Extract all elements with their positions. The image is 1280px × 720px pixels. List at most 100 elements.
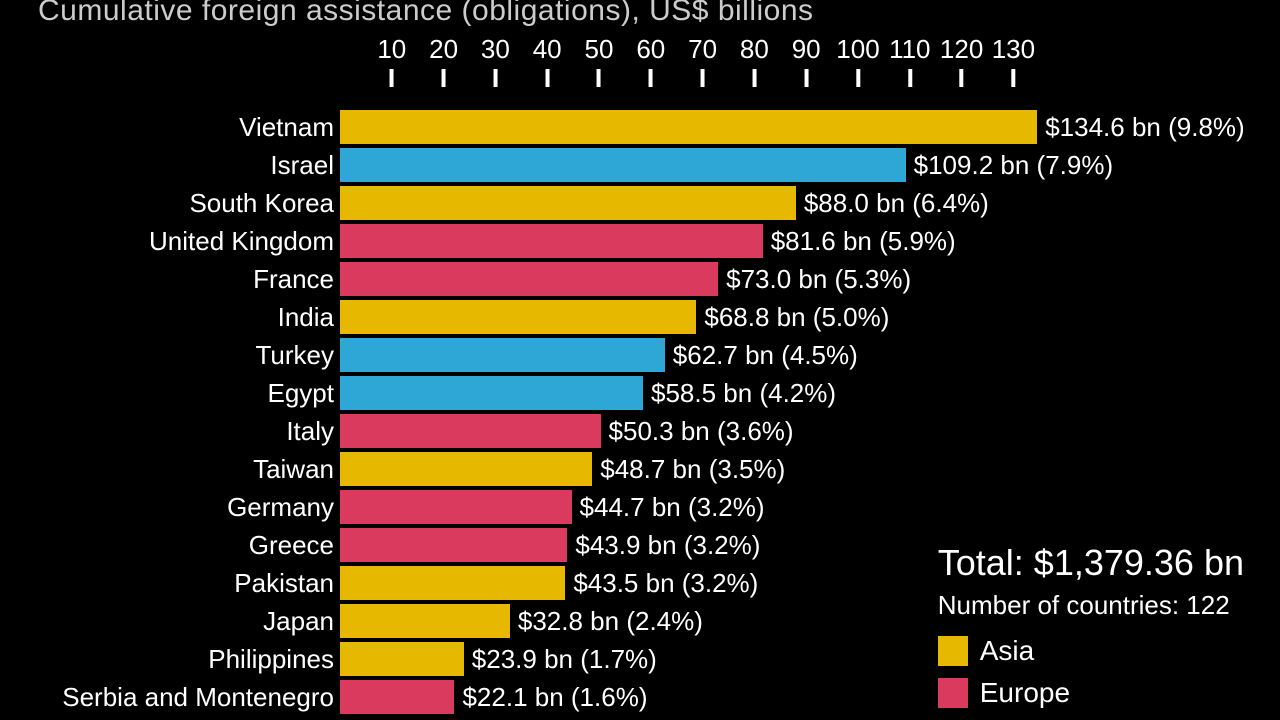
bar-row: Taiwan$48.7 bn (3.5%) <box>0 450 1280 488</box>
bar-row: Turkey $62.7 bn (4.5%) <box>0 336 1280 374</box>
axis-tick-mark <box>908 69 912 87</box>
bar-country-label: Germany <box>227 488 334 526</box>
bar-rect <box>340 376 643 410</box>
axis-tick: 20 <box>429 34 458 87</box>
axis-tick-mark <box>649 69 653 87</box>
bar-country-label: France <box>253 260 334 298</box>
bar-country-label: India <box>278 298 334 336</box>
chart-root: Cumulative foreign assistance (obligatio… <box>0 0 1280 720</box>
bar-country-label: Greece <box>249 526 334 564</box>
axis-tick: 60 <box>636 34 665 87</box>
axis-tick-label: 30 <box>481 34 510 65</box>
axis-tick: 40 <box>533 34 562 87</box>
bar-rect <box>340 300 696 334</box>
bar-value-label: $134.6 bn (9.8%) <box>1037 108 1244 146</box>
bar-row: France $73.0 bn (5.3%) <box>0 260 1280 298</box>
bar-country-label: Egypt <box>268 374 335 412</box>
legend: Asia Europe <box>938 635 1244 709</box>
bar-value-label: $62.7 bn (4.5%) <box>665 336 858 374</box>
bar-rect <box>340 148 906 182</box>
bar-rect <box>340 224 763 258</box>
bar-country-label: Vietnam <box>239 108 334 146</box>
bar-value-label: $32.8 bn (2.4%) <box>510 602 703 640</box>
bar-rect <box>340 414 601 448</box>
bar-rect <box>340 566 565 600</box>
legend-item: Asia <box>938 635 1244 667</box>
bar-country-label: Japan <box>263 602 334 640</box>
axis-tick: 90 <box>792 34 821 87</box>
bar-country-label: Turkey <box>256 336 335 374</box>
bar-row: Vietnam $134.6 bn (9.8%) <box>0 108 1280 146</box>
axis-tick: 30 <box>481 34 510 87</box>
bar-row: Germany $44.7 bn (3.2%) <box>0 488 1280 526</box>
bar-value-label: $43.5 bn (3.2%) <box>565 564 758 602</box>
bar-value-label: $88.0 bn (6.4%) <box>796 184 989 222</box>
axis-tick-mark <box>856 69 860 87</box>
bar-row: South Korea $88.0 bn (6.4%) <box>0 184 1280 222</box>
bar-rect <box>340 186 796 220</box>
axis-tick-label: 50 <box>585 34 614 65</box>
bar-value-label: $58.5 bn (4.2%) <box>643 374 836 412</box>
bar-value-label: $81.6 bn (5.9%) <box>763 222 956 260</box>
bar-row: United Kingdom $81.6 bn (5.9%) <box>0 222 1280 260</box>
axis-tick-label: 10 <box>377 34 406 65</box>
bar-value-label: $44.7 bn (3.2%) <box>572 488 765 526</box>
bar-value-label: $50.3 bn (3.6%) <box>601 412 794 450</box>
axis-tick: 10 <box>377 34 406 87</box>
bar-country-label: United Kingdom <box>149 222 334 260</box>
axis-tick-label: 90 <box>792 34 821 65</box>
axis-tick: 70 <box>688 34 717 87</box>
bar-country-label: South Korea <box>189 184 334 222</box>
axis-tick-mark <box>390 69 394 87</box>
bar-rect <box>340 604 510 638</box>
legend-label: Europe <box>980 677 1070 709</box>
axis-tick: 80 <box>740 34 769 87</box>
bar-country-label: Italy <box>286 412 334 450</box>
legend-swatch <box>938 636 968 666</box>
axis-tick-label: 100 <box>836 34 879 65</box>
x-axis: 10 20 30 40 50 60 70 80 90 100 110 120 130 <box>340 34 1040 94</box>
bar-row: India $68.8 bn (5.0%) <box>0 298 1280 336</box>
axis-tick-mark <box>752 69 756 87</box>
chart-title: Cumulative foreign assistance (obligatio… <box>38 0 814 28</box>
bar-value-label: $23.9 bn (1.7%) <box>464 640 657 678</box>
bar-rect <box>340 680 454 714</box>
axis-tick-mark <box>804 69 808 87</box>
bar-value-label: $73.0 bn (5.3%) <box>718 260 911 298</box>
bar-value-label: $43.9 bn (3.2%) <box>567 526 760 564</box>
axis-tick: 130 <box>992 34 1035 87</box>
legend-item: Europe <box>938 677 1244 709</box>
bar-rect <box>340 338 665 372</box>
axis-tick-label: 130 <box>992 34 1035 65</box>
bar-country-label: Pakistan <box>234 564 334 602</box>
axis-tick-mark <box>960 69 964 87</box>
legend-swatch <box>938 678 968 708</box>
bar-rect <box>340 262 718 296</box>
axis-tick: 110 <box>889 34 930 87</box>
axis-tick-mark <box>597 69 601 87</box>
axis-tick-mark <box>1011 69 1015 87</box>
bar-country-label: Taiwan <box>253 450 334 488</box>
bar-rect <box>340 110 1037 144</box>
bar-rect <box>340 528 567 562</box>
bar-value-label: $22.1 bn (1.6%) <box>454 678 647 716</box>
bar-country-label: Philippines <box>208 640 334 678</box>
axis-tick: 120 <box>940 34 983 87</box>
bar-row: Israel $109.2 bn (7.9%) <box>0 146 1280 184</box>
axis-tick-label: 80 <box>740 34 769 65</box>
axis-tick-label: 40 <box>533 34 562 65</box>
axis-tick-mark <box>442 69 446 87</box>
bar-country-label: Serbia and Montenegro <box>62 678 334 716</box>
bar-value-label: $109.2 bn (7.9%) <box>906 146 1113 184</box>
bar-row: Egypt $58.5 bn (4.2%) <box>0 374 1280 412</box>
bar-country-label: Israel <box>270 146 334 184</box>
legend-label: Asia <box>980 635 1034 667</box>
bar-rect <box>340 490 572 524</box>
axis-tick-label: 110 <box>889 34 930 65</box>
bar-value-label: $68.8 bn (5.0%) <box>696 298 889 336</box>
axis-tick-label: 120 <box>940 34 983 65</box>
axis-tick-mark <box>701 69 705 87</box>
info-panel: Total: $1,379.36 bn Number of countries:… <box>938 542 1244 719</box>
axis-tick-label: 70 <box>688 34 717 65</box>
axis-tick: 50 <box>585 34 614 87</box>
